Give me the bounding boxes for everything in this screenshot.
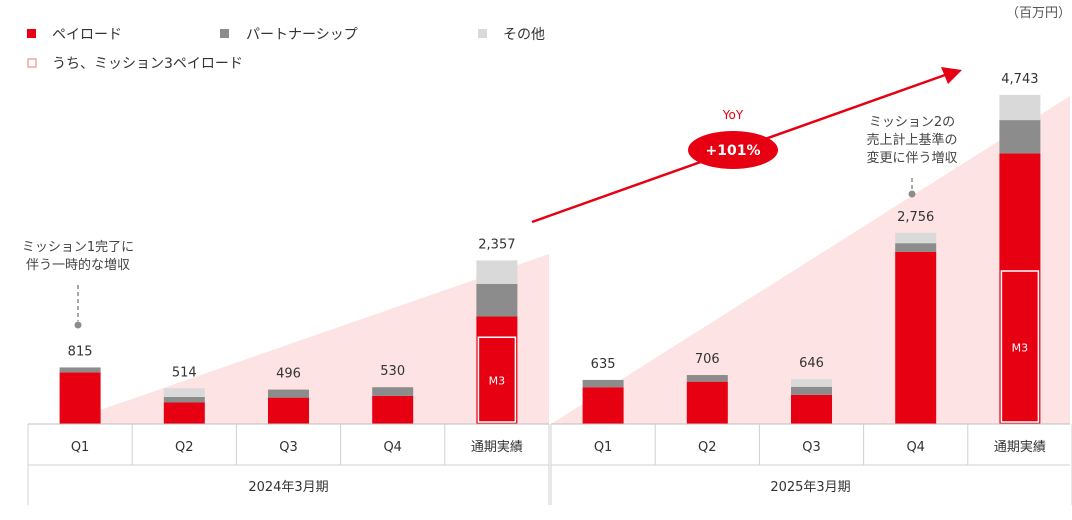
bar-segment-g1-Q2-s2 (163, 396, 205, 403)
legend-label-m3-payload: うち、ミッション3ペイロード (52, 56, 243, 72)
yoy-value: +101% (706, 143, 761, 159)
legend-swatch-payload (27, 29, 36, 38)
total-label-g1-Q3: 496 (276, 367, 301, 382)
category-label-g1-Q2: Q2 (175, 440, 194, 455)
growth-triangle-2 (551, 96, 1070, 424)
total-label-g1-Q2: 514 (172, 365, 197, 380)
bar-segment-g1-通期実績-s1 (476, 316, 518, 424)
bar-segment-g2-通期実績-s2 (999, 120, 1041, 154)
category-label-g1-Q4: Q4 (383, 440, 402, 455)
total-label-g2-通期実績: 4,743 (1001, 72, 1038, 87)
total-label-g2-Q1: 635 (591, 357, 616, 372)
annotation-2-line-1: ミッション2の (869, 115, 955, 130)
background-triangles (60, 96, 1070, 424)
bar-segment-g2-Q4-s2 (895, 243, 937, 252)
legend-label-payload: ペイロード (52, 27, 122, 43)
category-label-g2-Q3: Q3 (802, 440, 821, 455)
bar-segment-g1-Q4-s2 (372, 387, 414, 396)
bar-segment-g1-通期実績-s3 (476, 260, 518, 284)
total-label-g2-Q3: 646 (799, 356, 824, 371)
total-label-g1-Q1: 815 (68, 344, 93, 359)
bar-segment-g1-Q3-s2 (268, 389, 309, 398)
category-axis: Q1 Q2 Q3 Q4 通期実績 2024年3月期 Q1 Q2 Q3 Q4 通期実績 2025年3月期 (27, 423, 1072, 505)
m3-box-g2 (1000, 270, 1040, 423)
category-label-g2-Q1: Q1 (594, 440, 613, 455)
bar-segment-g2-Q3-s2 (791, 386, 832, 395)
annotation-2-line-3: 変更に伴う増収 (866, 150, 957, 166)
annotation-1-line-2: 伴う一時的な増収 (26, 257, 130, 273)
category-label-g1-通期実績: 通期実績 (471, 439, 523, 455)
legend: ペイロード パートナーシップ その他 うち、ミッション3ペイロード (27, 27, 545, 72)
bar-segment-g2-Q1-s1 (582, 387, 624, 424)
m3-label-g2: M3 (1012, 342, 1029, 355)
bar-segment-g1-Q1-s2 (59, 367, 101, 373)
period-label-1: 2024年3月期 (248, 480, 328, 495)
annotation-2-dot (908, 190, 916, 198)
bar-segment-g1-Q1-s1 (59, 372, 101, 424)
bar-segment-g2-通期実績-s3 (999, 94, 1041, 121)
bar-segment-g2-Q3-s3 (791, 379, 832, 387)
total-label-g1-通期実績: 2,357 (478, 237, 515, 252)
annotation-1-line-1: ミッション1完了に (22, 240, 134, 255)
yoy-label: YoY (722, 108, 744, 122)
legend-swatch-m3-payload (27, 58, 37, 68)
m3-label-g1: M3 (489, 375, 506, 388)
bar-segment-g2-Q2-s2 (686, 375, 728, 382)
bar-segment-g1-Q2-s1 (163, 402, 205, 424)
bars: 815 514 496 530 M3 2,357 635 706 646 2,756 M3 4,743 (59, 72, 1041, 424)
bar-segment-g2-Q2-s1 (686, 381, 728, 424)
category-label-g2-Q4: Q4 (906, 440, 925, 455)
yoy-badge (688, 131, 778, 169)
yoy-callout: YoY +101% (531, 67, 962, 224)
bar-segment-g2-Q4-s1 (895, 251, 937, 424)
legend-swatch-other (478, 29, 487, 38)
growth-triangle-1 (60, 254, 549, 424)
bar-segment-g2-Q3-s1 (791, 394, 832, 424)
bar-segment-g2-Q1-s2 (582, 379, 624, 388)
legend-label-other: その他 (503, 27, 545, 43)
yoy-arrow-head (941, 67, 962, 84)
unit-label: （百万円） (1006, 6, 1071, 21)
total-label-g2-Q2: 706 (695, 352, 720, 367)
period-label-2: 2025年3月期 (770, 480, 850, 495)
bar-segment-g1-通期実績-s2 (476, 283, 518, 317)
legend-label-partnership: パートナーシップ (246, 27, 358, 43)
bar-segment-g1-Q4-s1 (372, 395, 414, 424)
annotation-2-line-2: 売上計上基準の (866, 132, 957, 148)
m3-box-g1 (477, 336, 517, 423)
annotation-1-dot (74, 321, 82, 329)
bar-segment-g2-Q4-s3 (895, 232, 937, 244)
category-label-g2-Q2: Q2 (698, 440, 717, 455)
total-label-g1-Q4: 530 (380, 364, 405, 379)
total-label-g2-Q4: 2,756 (897, 210, 934, 225)
bar-segment-g1-Q3-s1 (268, 397, 309, 424)
legend-swatch-partnership (220, 29, 229, 38)
bar-segment-g1-Q2-s3 (163, 388, 205, 397)
category-label-g1-Q3: Q3 (279, 440, 298, 455)
category-label-g1-Q1: Q1 (71, 440, 90, 455)
category-label-g2-通期実績: 通期実績 (994, 439, 1046, 455)
bar-segment-g2-通期実績-s1 (999, 153, 1041, 424)
